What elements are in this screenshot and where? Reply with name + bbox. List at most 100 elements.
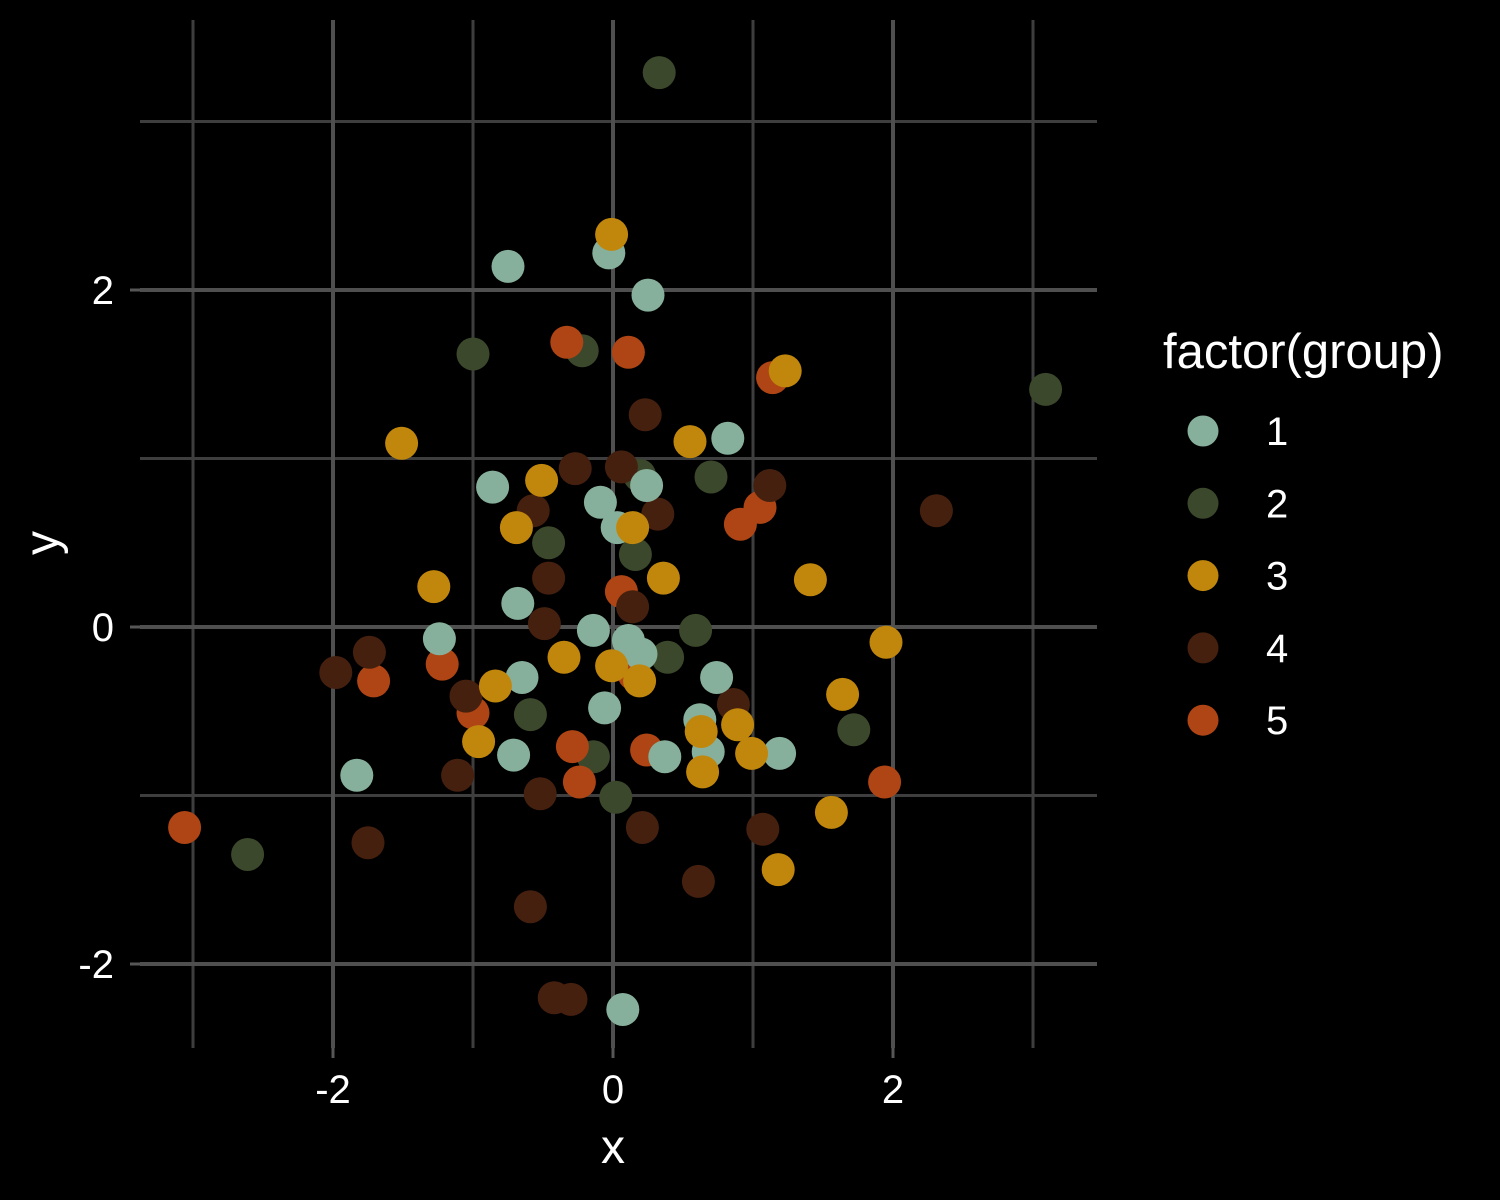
data-point-group-4 bbox=[919, 494, 953, 528]
series-group-4 bbox=[319, 398, 953, 1016]
legend-key-5 bbox=[1187, 704, 1219, 736]
legend-label-2: 2 bbox=[1266, 482, 1288, 526]
data-point-group-3 bbox=[721, 708, 755, 742]
data-point-group-4 bbox=[527, 607, 561, 641]
legend-key-4 bbox=[1187, 632, 1219, 664]
data-point-group-4 bbox=[554, 982, 588, 1016]
data-point-group-3 bbox=[684, 715, 718, 748]
data-point-group-1 bbox=[476, 470, 510, 504]
data-point-group-3 bbox=[768, 354, 802, 388]
data-point-group-4 bbox=[625, 811, 659, 844]
data-point-group-5 bbox=[562, 765, 596, 799]
data-point-group-1 bbox=[711, 421, 745, 455]
data-point-group-3 bbox=[623, 664, 657, 698]
data-point-group-3 bbox=[826, 677, 860, 711]
data-point-group-4 bbox=[681, 864, 715, 898]
data-point-group-1 bbox=[491, 249, 525, 283]
data-point-group-4 bbox=[352, 635, 386, 669]
data-point-group-5 bbox=[550, 325, 584, 359]
axis-ticks bbox=[130, 288, 895, 1058]
data-point-group-5 bbox=[555, 730, 589, 764]
data-point-group-4 bbox=[532, 561, 566, 595]
data-point-group-4 bbox=[441, 758, 475, 792]
data-point-group-4 bbox=[753, 469, 787, 502]
data-point-group-2 bbox=[694, 460, 728, 494]
legend-item-3: 3 bbox=[1187, 555, 1288, 599]
data-point-group-2 bbox=[532, 526, 566, 560]
data-points bbox=[168, 56, 1063, 1026]
data-point-group-1 bbox=[606, 993, 640, 1026]
data-point-group-4 bbox=[641, 497, 675, 531]
data-point-group-5 bbox=[611, 335, 645, 369]
data-point-group-3 bbox=[646, 561, 680, 595]
legend-key-3 bbox=[1187, 560, 1219, 592]
data-point-group-1 bbox=[501, 586, 535, 620]
data-point-group-3 bbox=[735, 736, 769, 770]
data-point-group-2 bbox=[231, 838, 265, 871]
data-point-group-1 bbox=[763, 736, 797, 770]
data-point-group-2 bbox=[618, 538, 652, 571]
data-point-group-1 bbox=[583, 485, 617, 519]
data-point-group-4 bbox=[616, 590, 650, 624]
data-point-group-1 bbox=[340, 758, 374, 792]
x-tick-label: -2 bbox=[315, 1068, 351, 1112]
data-point-group-2 bbox=[651, 640, 685, 674]
data-point-group-1 bbox=[648, 740, 682, 774]
data-point-group-5 bbox=[723, 507, 757, 541]
data-point-group-2 bbox=[1029, 372, 1063, 406]
legend-item-1: 1 bbox=[1187, 410, 1288, 454]
legend-label-1: 1 bbox=[1266, 410, 1288, 454]
data-point-group-4 bbox=[746, 812, 780, 846]
data-point-group-3 bbox=[525, 463, 559, 497]
data-point-group-3 bbox=[869, 625, 903, 659]
data-point-group-3 bbox=[595, 649, 629, 683]
x-tick-label: 0 bbox=[602, 1068, 624, 1112]
legend-key-1 bbox=[1187, 415, 1219, 447]
data-point-group-2 bbox=[456, 337, 490, 371]
data-point-group-4 bbox=[523, 777, 557, 811]
data-point-group-1 bbox=[624, 637, 658, 671]
data-point-group-5 bbox=[425, 647, 459, 681]
data-point-group-2 bbox=[642, 56, 676, 90]
tick-labels: -2 0 2 -2 0 2 bbox=[78, 269, 904, 1112]
data-point-group-1 bbox=[700, 661, 734, 694]
legend-label-5: 5 bbox=[1266, 699, 1288, 743]
data-point-group-1 bbox=[497, 738, 531, 772]
data-point-group-1 bbox=[576, 613, 610, 647]
y-tick-label: -2 bbox=[78, 943, 114, 987]
data-point-group-3 bbox=[761, 853, 795, 887]
data-point-group-1 bbox=[422, 622, 456, 656]
data-point-group-3 bbox=[793, 563, 827, 597]
y-tick-label: 0 bbox=[92, 606, 114, 650]
y-axis-title: y bbox=[16, 531, 69, 555]
data-point-group-4 bbox=[319, 656, 353, 689]
data-point-group-4 bbox=[513, 890, 547, 924]
legend-label-3: 3 bbox=[1266, 555, 1288, 599]
legend-item-5: 5 bbox=[1187, 699, 1288, 743]
data-point-group-4 bbox=[449, 679, 483, 713]
y-tick-label: 2 bbox=[92, 269, 114, 313]
data-point-group-4 bbox=[628, 398, 662, 432]
data-point-group-3 bbox=[478, 669, 512, 703]
data-point-group-4 bbox=[604, 450, 638, 484]
data-point-group-3 bbox=[814, 795, 848, 829]
legend-item-2: 2 bbox=[1187, 482, 1288, 526]
data-point-group-1 bbox=[505, 661, 539, 694]
x-tick-label: 2 bbox=[882, 1068, 904, 1112]
data-point-group-1 bbox=[630, 469, 664, 502]
legend-items: 1 2 3 4 5 bbox=[1187, 410, 1288, 743]
legend-label-4: 4 bbox=[1266, 627, 1288, 671]
data-point-group-3 bbox=[462, 725, 496, 759]
data-point-group-1 bbox=[631, 278, 665, 312]
data-point-group-3 bbox=[616, 511, 650, 545]
data-point-group-3 bbox=[595, 217, 629, 251]
data-point-group-2 bbox=[599, 780, 633, 814]
data-point-group-2 bbox=[513, 698, 547, 732]
data-point-group-5 bbox=[168, 811, 202, 844]
data-point-group-5 bbox=[868, 765, 902, 799]
legend-key-2 bbox=[1187, 487, 1219, 519]
data-point-group-1 bbox=[588, 691, 622, 725]
data-point-group-2 bbox=[837, 713, 871, 747]
